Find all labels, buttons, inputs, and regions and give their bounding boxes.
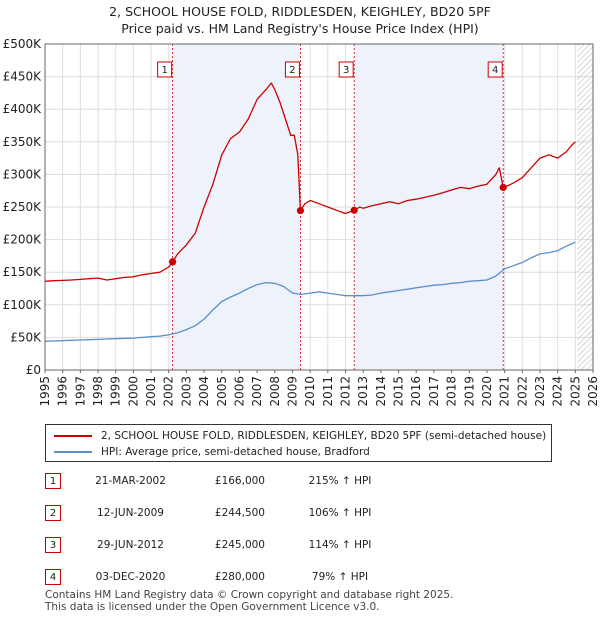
marker-label-3: 3 [343,65,349,76]
x-tick-label: 2015 [392,376,406,407]
x-tick-label: 2024 [551,376,565,407]
transaction-hpi: 79% ↑ HPI [311,571,369,583]
marker-label-4: 4 [492,65,498,76]
x-tick-label: 2002 [162,376,176,407]
transaction-number: 3 [45,537,61,553]
legend-label-hpi: HPI: Average price, semi-detached house,… [101,446,370,458]
transaction-hpi: 114% ↑ HPI [308,539,372,551]
transaction-price: £244,500 [214,507,265,519]
x-tick-label: 2017 [427,376,441,407]
transaction-number: 2 [45,505,61,521]
transaction-price: £280,000 [214,571,265,583]
footer-line-2: This data is licensed under the Open Gov… [45,601,380,613]
x-tick-label: 2020 [480,376,494,407]
y-tick-label: £500K [3,37,43,51]
title-line-1: 2, SCHOOL HOUSE FOLD, RIDDLESDEN, KEIGHL… [109,4,491,19]
table-row: 1 21-MAR-2002 £166,000 215% ↑ HPI [45,472,585,492]
x-tick-label: 2006 [232,376,246,407]
x-tick-label: 2010 [303,376,317,407]
x-tick-label: 2018 [445,376,459,407]
legend-item-property: 2, SCHOOL HOUSE FOLD, RIDDLESDEN, KEIGHL… [54,428,546,444]
x-tick-label: 2013 [356,376,370,407]
x-tick-label: 1998 [91,376,105,407]
x-tick-label: 2026 [586,376,600,407]
table-row: 4 03-DEC-2020 £280,000 79% ↑ HPI [45,568,585,588]
plot-frame [44,43,594,371]
x-tick-label: 1999 [109,376,123,407]
y-tick-label: £300K [3,167,43,181]
x-tick-label: 2019 [462,376,476,407]
table-row: 3 29-JUN-2012 £245,000 114% ↑ HPI [45,536,585,556]
x-tick-label: 2023 [533,376,547,407]
sale-point-2 [296,206,305,215]
marker-box-1 [157,61,173,78]
sale-point-4 [499,183,507,192]
shaded-range-2 [354,44,504,370]
y-tick-label: £400K [3,102,43,116]
x-tick-label: 2012 [339,376,353,407]
transaction-date: 29-JUN-2012 [97,539,164,551]
x-tick-label: 2008 [268,376,282,407]
x-tick-label: 2014 [374,376,388,407]
transaction-number: 1 [45,473,61,489]
transaction-hpi: 106% ↑ HPI [308,507,372,519]
x-tick-label: 2000 [126,376,140,407]
x-tick-label: 2025 [568,376,582,407]
x-tick-label: 2016 [409,376,423,407]
sale-point-3 [350,206,358,214]
transaction-date: 12-JUN-2009 [97,507,164,519]
x-tick-label: 1996 [56,376,70,407]
transaction-number: 4 [45,569,61,585]
sale-point-1 [169,258,177,266]
footer-attribution: Contains HM Land Registry data © Crown c… [45,589,453,613]
y-tick-label: £0 [26,363,41,377]
transaction-date: 21-MAR-2002 [95,475,166,487]
title-line-2: Price paid vs. HM Land Registry's House … [121,21,479,36]
transaction-price: £245,000 [214,539,265,551]
marker-label-2: 2 [289,65,295,76]
marker-box-3 [338,61,354,78]
y-tick-label: £150K [3,265,43,279]
series-line-hpi [44,241,576,342]
x-tick-label: 2007 [250,376,264,407]
y-tick-label: £250K [3,200,43,214]
x-tick-label: 2001 [144,376,158,407]
marker-box-2 [284,61,300,78]
x-tick-label: 1997 [73,376,87,407]
x-tick-label: 1995 [38,376,52,407]
series-line-property [44,82,576,282]
y-tick-label: £50K [10,330,42,344]
x-tick-label: 2004 [197,376,211,407]
x-tick-label: 2009 [285,376,299,407]
legend: 2, SCHOOL HOUSE FOLD, RIDDLESDEN, KEIGHL… [45,424,552,462]
transaction-date: 03-DEC-2020 [95,571,166,583]
y-tick-label: £450K [3,70,43,84]
y-tick-label: £350K [3,135,43,149]
x-tick-label: 2022 [515,376,529,407]
legend-item-hpi: HPI: Average price, semi-detached house,… [54,444,370,460]
chart-title: 2, SCHOOL HOUSE FOLD, RIDDLESDEN, KEIGHL… [0,3,600,37]
y-tick-label: £200K [3,233,43,247]
shaded-range-1 [172,44,301,370]
legend-label-property: 2, SCHOOL HOUSE FOLD, RIDDLESDEN, KEIGHL… [101,430,547,442]
x-tick-label: 2021 [498,376,512,407]
table-row: 2 12-JUN-2009 £244,500 106% ↑ HPI [45,504,585,524]
y-tick-label: £100K [3,298,43,312]
future-hatch [577,44,593,370]
marker-box-4 [487,61,503,78]
legend-swatch-hpi [54,451,92,453]
footer-line-1: Contains HM Land Registry data © Crown c… [45,589,454,601]
price-chart: 1 2 3 4 £0 £50K £100K £150K £200K £250K £300K £350… [3,37,600,407]
x-tick-label: 2005 [215,376,229,407]
transaction-price: £166,000 [214,475,265,487]
x-tick-label: 2011 [321,376,335,407]
x-tick-label: 2003 [179,376,193,407]
transaction-hpi: 215% ↑ HPI [308,475,372,487]
marker-label-1: 1 [161,65,167,76]
legend-swatch-property [54,435,92,437]
